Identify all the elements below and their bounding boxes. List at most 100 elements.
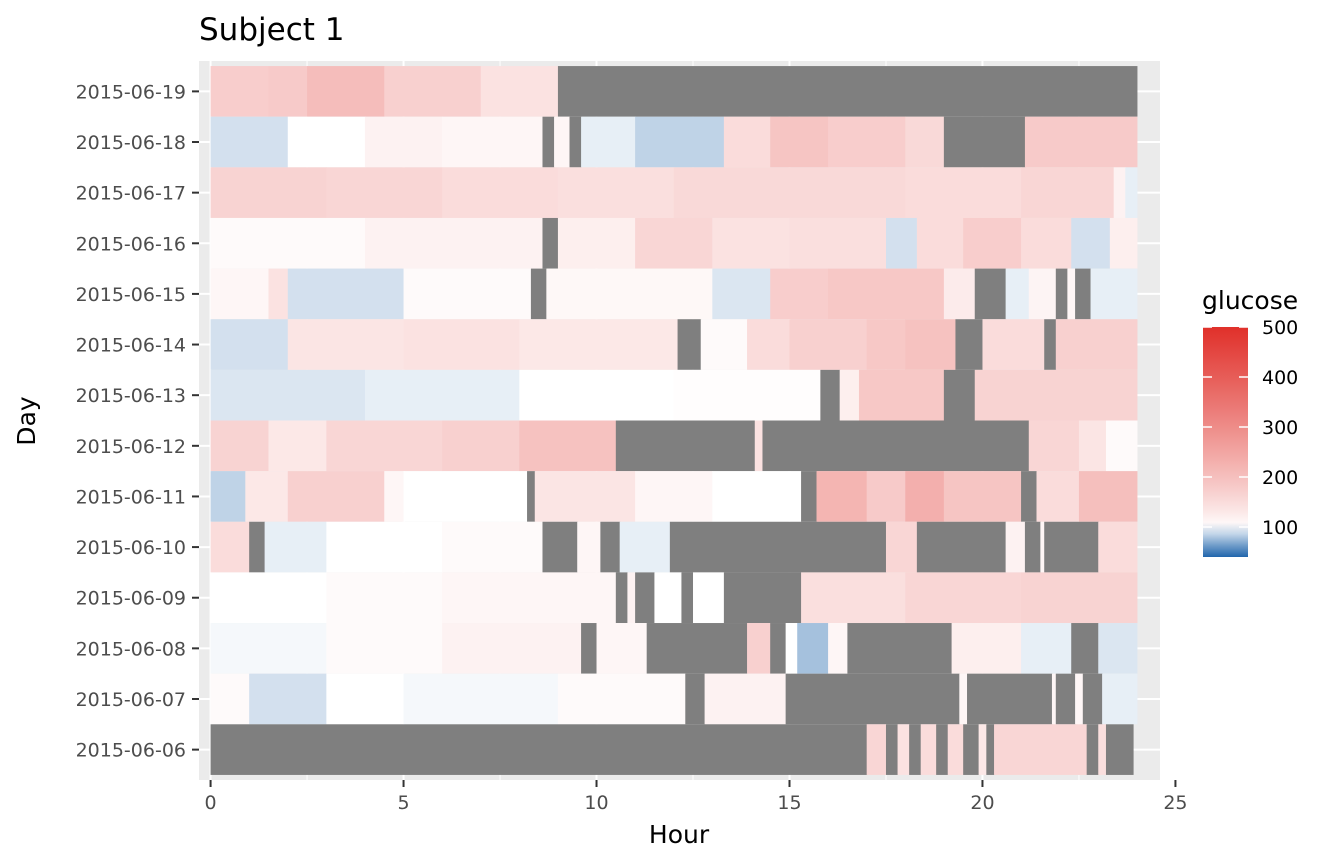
missing-tile <box>820 369 841 421</box>
glucose-tile <box>1021 572 1138 624</box>
missing-tile <box>635 572 656 624</box>
glucose-tile <box>1098 623 1138 674</box>
glucose-tile <box>816 471 868 522</box>
glucose-tile <box>287 116 366 168</box>
y-tick-label: 2015-06-16 <box>76 233 186 255</box>
glucose-tile <box>770 268 829 320</box>
glucose-tile <box>1021 217 1072 269</box>
heatmap-row <box>210 572 1138 624</box>
glucose-tile <box>866 471 906 522</box>
heatmap-row <box>210 319 1138 370</box>
heatmap-row <box>210 623 1138 674</box>
glucose-tile <box>654 572 683 624</box>
glucose-tile <box>210 521 250 573</box>
glucose-tile <box>546 268 713 320</box>
glucose-tile <box>1005 268 1030 320</box>
heatmap-row <box>210 724 1134 775</box>
missing-tile <box>1105 724 1134 775</box>
glucose-tile <box>978 724 987 775</box>
glucose-tile <box>963 217 1022 269</box>
glucose-tile <box>947 724 964 775</box>
glucose-tile <box>619 521 671 573</box>
missing-tile <box>762 420 1030 472</box>
missing-tile <box>600 521 621 573</box>
y-tick-label: 2015-06-09 <box>76 588 186 610</box>
heatmap-row <box>210 217 1138 269</box>
heatmap-row <box>210 673 1138 725</box>
glucose-tile <box>1021 623 1072 674</box>
glucose-tile <box>866 724 887 775</box>
missing-tile <box>785 673 960 725</box>
glucose-tile <box>245 471 289 522</box>
y-tick-label: 2015-06-18 <box>76 132 186 154</box>
legend-ticks: 100 200 300 400 500 <box>1203 317 1298 539</box>
missing-tile <box>847 623 953 674</box>
legend-tick-label: 300 <box>1262 417 1298 439</box>
legend-tick-label: 500 <box>1262 317 1298 339</box>
legend-title: glucose <box>1202 286 1298 315</box>
glucose-tile <box>1098 724 1107 775</box>
x-axis-title: Hour <box>649 820 710 849</box>
glucose-tile <box>1105 420 1138 472</box>
glucose-tile <box>1090 268 1138 320</box>
y-tick-label: 2015-06-06 <box>76 740 186 762</box>
missing-tile <box>1044 319 1057 370</box>
glucose-tile <box>693 572 725 624</box>
glucose-tile <box>210 66 270 117</box>
x-axis: 0 5 10 15 20 25 <box>205 780 1188 814</box>
missing-tile <box>1071 623 1099 674</box>
y-tick-label: 2015-06-13 <box>76 385 186 407</box>
glucose-tile <box>1075 673 1084 725</box>
x-tick-label: 25 <box>1163 792 1187 814</box>
missing-tile <box>936 724 949 775</box>
glucose-tile <box>770 116 829 168</box>
heatmap-row <box>210 471 1138 522</box>
heatmap-row <box>210 167 1138 218</box>
y-tick-label: 2015-06-12 <box>76 436 186 458</box>
missing-tile <box>249 521 266 573</box>
missing-tile <box>557 66 1138 117</box>
missing-tile <box>1021 471 1038 522</box>
glucose-tile <box>403 673 559 725</box>
glucose-tile <box>557 167 675 218</box>
missing-tile <box>527 471 536 522</box>
glucose-tile <box>307 66 385 117</box>
missing-tile <box>1024 521 1041 573</box>
glucose-tile <box>801 572 906 624</box>
y-tick-label: 2015-06-07 <box>76 689 186 711</box>
legend-tick-label: 200 <box>1262 467 1298 489</box>
glucose-tile <box>747 623 771 674</box>
missing-tile <box>986 724 995 775</box>
glucose-tile <box>364 217 544 269</box>
missing-tile <box>1075 268 1092 320</box>
glucose-tile <box>554 116 571 168</box>
glucose-tile <box>210 268 270 320</box>
glucose-tile <box>268 420 327 472</box>
glucose-tile <box>581 116 636 168</box>
glucose-tile <box>557 217 636 269</box>
glucose-tile <box>1067 268 1076 320</box>
glucose-tile <box>959 673 968 725</box>
missing-tile <box>943 116 1026 168</box>
glucose-tile <box>712 268 771 320</box>
missing-tile <box>669 521 887 573</box>
glucose-tile <box>210 471 246 522</box>
chart-title: Subject 1 <box>199 12 344 48</box>
missing-tile <box>615 572 628 624</box>
glucose-tile <box>268 268 289 320</box>
y-tick-label: 2015-06-17 <box>76 183 186 205</box>
glucose-tile <box>789 217 887 269</box>
glucose-tile <box>905 572 1022 624</box>
missing-tile <box>1082 673 1103 725</box>
glucose-tile <box>828 116 906 168</box>
missing-tile <box>542 521 578 573</box>
glucose-tile <box>442 521 544 573</box>
glucose-tile <box>480 66 559 117</box>
glucose-tile <box>635 116 725 168</box>
glucose-tile <box>994 724 1088 775</box>
glucose-tile <box>1024 116 1138 168</box>
glucose-tile <box>442 420 520 472</box>
glucose-tile <box>974 369 1138 421</box>
glucose-tile <box>1098 521 1138 573</box>
glucose-tile <box>1040 521 1045 573</box>
